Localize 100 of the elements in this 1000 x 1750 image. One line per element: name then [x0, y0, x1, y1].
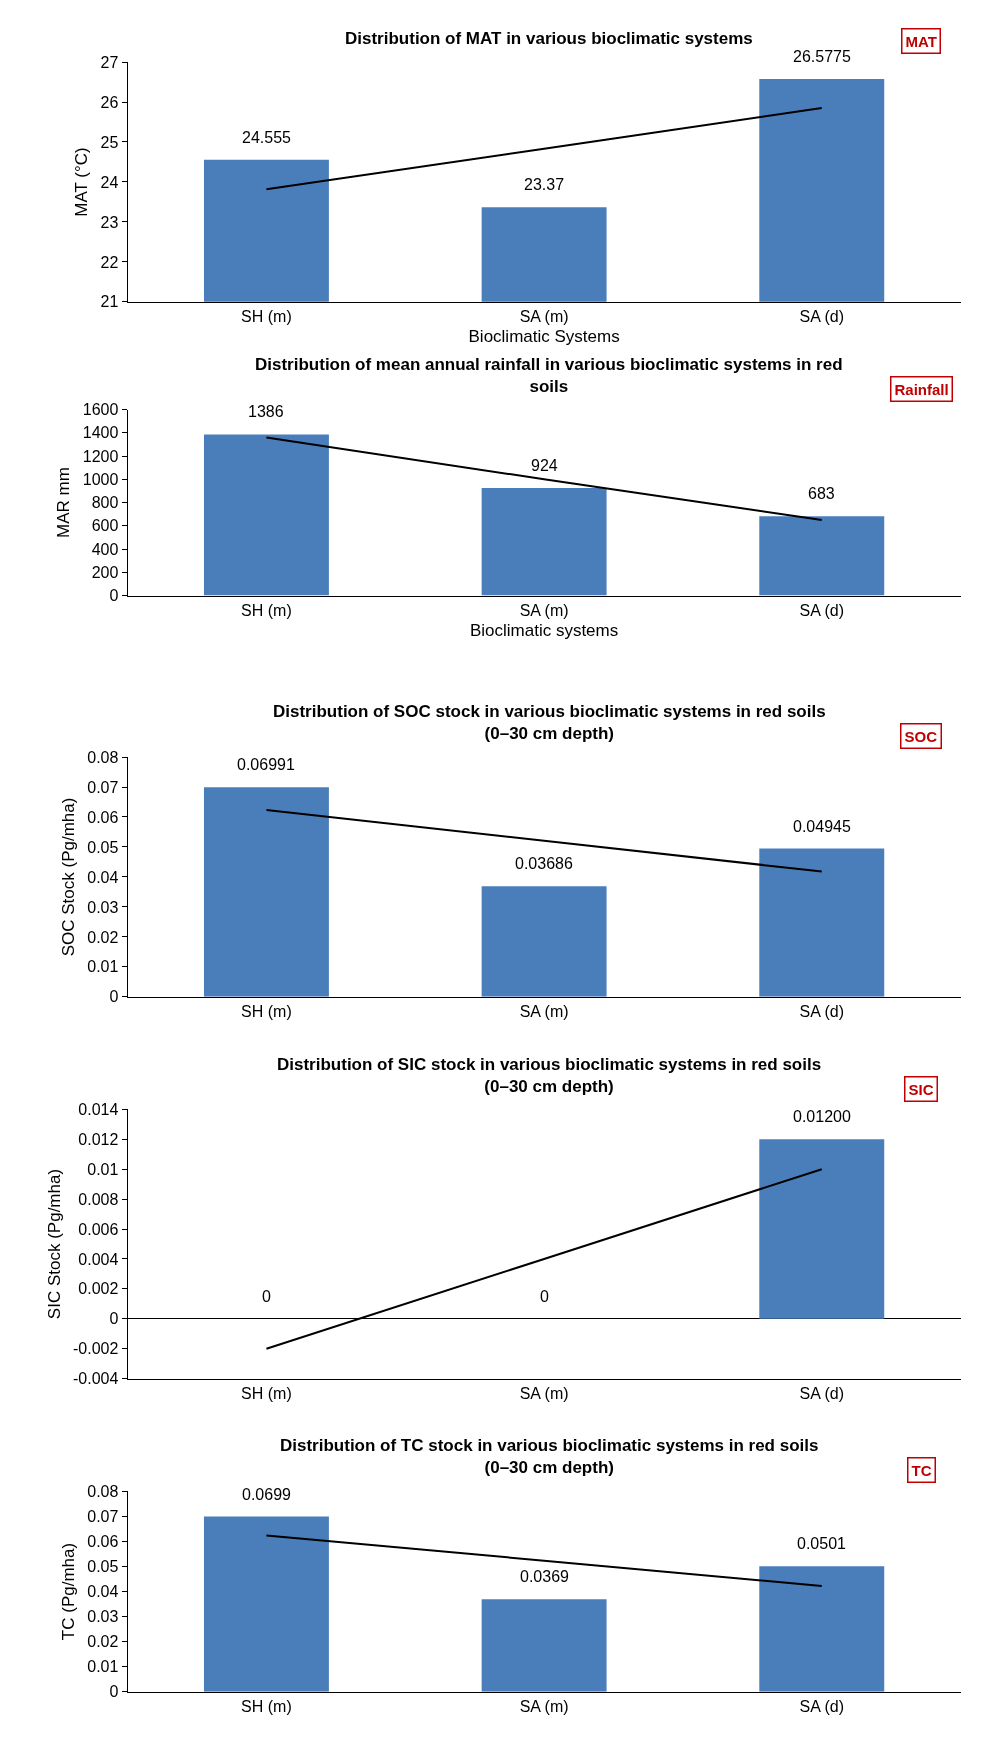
x-tick-label: SA (m) [519, 1698, 569, 1716]
y-tick-label: 25 [100, 133, 119, 151]
y-tick-label: 0.02 [87, 928, 119, 946]
x-tick-label: SH (m) [241, 601, 292, 619]
y-tick-label: 0.012 [78, 1130, 119, 1148]
y-tick-label: 0.06 [87, 1532, 119, 1550]
y-tick-label: 0.01 [87, 1160, 119, 1178]
y-tick-label: 0.004 [78, 1250, 119, 1268]
x-tick-label: SH (m) [241, 1003, 292, 1021]
y-tick-label: 0.008 [78, 1190, 119, 1208]
y-tick-label: 0.05 [87, 1558, 119, 1576]
chart-title: Distribution of MAT in various bioclimatic systems [345, 29, 753, 48]
x-tick-label: SA (d) [799, 1698, 844, 1716]
y-tick-label: 0 [109, 1683, 119, 1701]
data-label: 0.06991 [237, 756, 295, 773]
y-tick-label: 23 [100, 213, 119, 231]
chart-title: Distribution of SIC stock in various bioclimatic systems in red soils (0–30 cm depth) [277, 1055, 822, 1097]
y-axis-title: TC (Pg/mha) [58, 1542, 78, 1641]
y-axis-title: SIC Stock (Pg/mha) [44, 1168, 64, 1320]
data-label: 0.0369 [520, 1568, 570, 1585]
y-tick-label: 26 [100, 93, 119, 111]
data-label: 683 [808, 485, 835, 502]
y-tick-label: 0.05 [87, 838, 119, 856]
chart-title: Distribution of mean annual rainfall in various bioclimatic systems in red soils [255, 355, 843, 397]
data-label: 924 [531, 457, 558, 474]
y-tick-label: 0.02 [87, 1633, 119, 1651]
bar [481, 488, 607, 596]
data-label: 0.03686 [515, 855, 573, 872]
x-tick-label: SH (m) [241, 1698, 292, 1716]
x-tick-label: SA (m) [519, 1003, 569, 1021]
bar [481, 886, 607, 997]
y-tick-label: 0.014 [78, 1101, 119, 1119]
data-label: 0.01200 [793, 1108, 851, 1125]
x-tick-label: SA (m) [519, 308, 569, 326]
chart-title: Distribution of SOC stock in various bioclimatic systems in red soils (0–30 cm depth) [273, 702, 826, 744]
x-tick-label: SA (m) [519, 601, 569, 619]
y-tick-label: 0 [109, 988, 119, 1006]
bar [759, 848, 885, 997]
y-tick-label: 0.08 [87, 748, 119, 766]
y-axis-title: SOC Stock (Pg/mha) [58, 797, 78, 957]
y-tick-label: 0 [109, 587, 119, 605]
y-tick-label: 0.06 [87, 808, 119, 826]
y-tick-label: 24 [100, 173, 119, 191]
y-tick-label: 0.03 [87, 898, 119, 916]
y-tick-label: 1200 [82, 447, 119, 465]
x-tick-label: SA (m) [519, 1384, 569, 1402]
bar [481, 1599, 607, 1692]
data-label: 1386 [248, 403, 284, 420]
y-tick-label: 0.006 [78, 1220, 119, 1238]
x-axis-title: Bioclimatic systems [469, 621, 619, 641]
y-tick-label: 0.04 [87, 1583, 119, 1601]
y-axis-title: MAR mm [54, 467, 74, 538]
x-tick-label: SH (m) [241, 308, 292, 326]
data-label: 0 [262, 1288, 271, 1305]
y-tick-label: 27 [100, 53, 119, 71]
data-label: 26.5775 [793, 48, 851, 65]
bar [759, 516, 885, 596]
bar [203, 1516, 329, 1692]
y-tick-label: 0 [109, 1310, 119, 1328]
y-tick-label: 0.01 [87, 958, 119, 976]
y-tick-label: 22 [100, 253, 119, 271]
y-tick-label: 0.07 [87, 778, 119, 796]
data-label: 24.555 [242, 129, 292, 146]
data-label: 0.04945 [793, 818, 851, 835]
y-tick-label: 0.08 [87, 1482, 119, 1500]
y-tick-label: 800 [91, 494, 119, 512]
y-tick-label: 400 [91, 540, 119, 558]
y-tick-label: 600 [91, 517, 119, 535]
bar [203, 787, 329, 997]
y-tick-label: 0.03 [87, 1608, 119, 1626]
y-tick-label: 0.04 [87, 868, 119, 886]
x-axis-title: Bioclimatic Systems [468, 327, 620, 347]
y-tick-label: 1400 [82, 424, 119, 442]
y-tick-label: 0.002 [78, 1280, 119, 1298]
chart-title: Distribution of TC stock in various bioclimatic systems in red soils (0–30 cm depth) [280, 1436, 819, 1478]
x-tick-label: SA (d) [799, 308, 844, 326]
data-label: 0 [540, 1288, 549, 1305]
text: MAT [905, 32, 937, 50]
x-tick-label: SA (d) [799, 1003, 844, 1021]
text: SIC [908, 1080, 934, 1098]
data-label: 23.37 [524, 176, 565, 193]
y-tick-label: 1000 [82, 470, 119, 488]
bar [759, 1566, 885, 1692]
y-tick-label: 0.07 [87, 1507, 119, 1525]
text: TC [911, 1461, 932, 1479]
x-tick-label: SA (d) [799, 601, 844, 619]
y-tick-label: -0.004 [73, 1370, 119, 1388]
y-tick-label: 21 [100, 293, 119, 311]
text: Rainfall [894, 380, 949, 398]
x-tick-label: SH (m) [241, 1384, 292, 1402]
text: SOC [904, 727, 938, 745]
y-tick-label: -0.002 [73, 1340, 119, 1358]
y-tick-label: 200 [91, 563, 119, 581]
y-tick-label: 1600 [82, 401, 119, 419]
data-label: 0.0501 [797, 1535, 847, 1552]
y-axis-title: MAT (°C) [72, 147, 92, 217]
data-label: 0.0699 [242, 1486, 292, 1503]
bar [203, 434, 329, 596]
y-tick-label: 0.01 [87, 1658, 119, 1676]
x-tick-label: SA (d) [799, 1384, 844, 1402]
